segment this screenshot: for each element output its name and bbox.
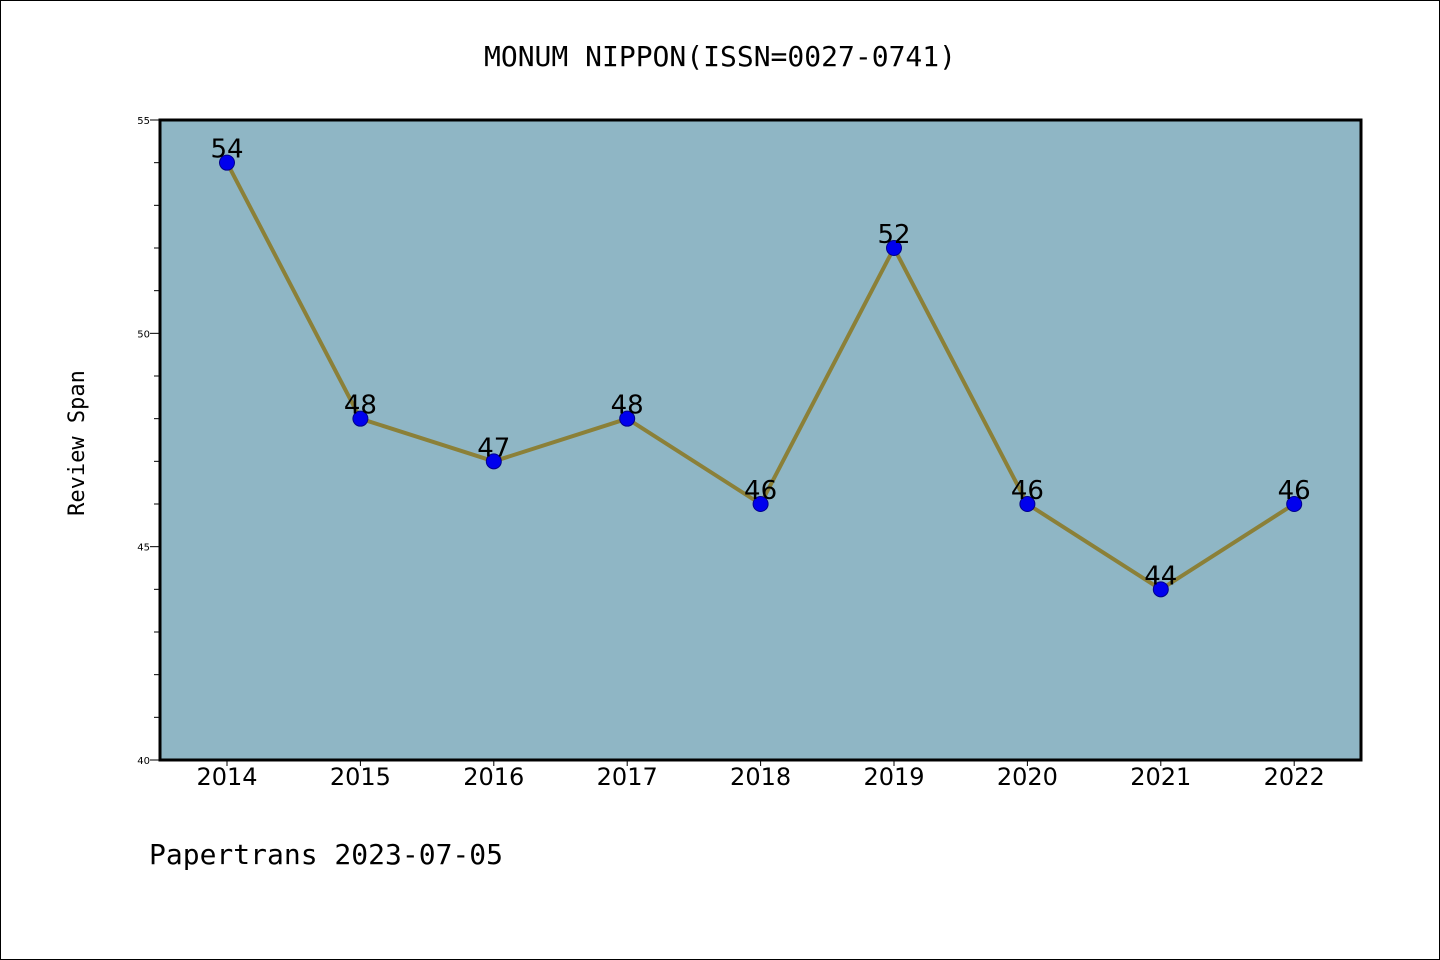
- data-point: [1286, 496, 1303, 512]
- y-tick-label: 45: [137, 543, 150, 554]
- x-tick-label: 2017: [597, 763, 658, 791]
- data-label: 46: [1278, 476, 1311, 506]
- data-point: [1019, 496, 1036, 512]
- data-point: [219, 154, 235, 171]
- x-tick-label: 2021: [1130, 763, 1191, 791]
- y-axis: 40 45 50 55: [137, 116, 160, 767]
- y-tick-label: 40: [137, 756, 150, 767]
- x-tick-label: 2014: [196, 763, 257, 791]
- y-tick-label: 50: [137, 329, 150, 340]
- x-tick-label: 2018: [730, 763, 791, 791]
- x-tick-label: 2016: [463, 763, 524, 791]
- data-label: 46: [744, 476, 777, 506]
- data-point: [886, 240, 902, 256]
- chart-title: MONUM NIPPON(ISSN=0027-0741): [484, 40, 956, 73]
- data-label: 54: [210, 135, 243, 165]
- data-point: [752, 496, 769, 512]
- data-label: 46: [1011, 476, 1044, 506]
- plot-border: [158, 118, 1363, 762]
- data-label: 48: [611, 391, 644, 421]
- data-label: 44: [1144, 561, 1177, 591]
- data-label: 52: [877, 220, 910, 250]
- data-point: [352, 410, 369, 427]
- data-point: [619, 410, 636, 427]
- x-tick-label: 2020: [997, 763, 1058, 791]
- y-axis-label: Review Span: [65, 370, 90, 516]
- y-tick-label: 55: [137, 116, 150, 127]
- data-point: [485, 453, 502, 470]
- footer-text: Papertrans 2023-07-05: [149, 838, 503, 871]
- data-labels: 54 48 47 48 46 52 46 44 46: [210, 135, 1310, 592]
- data-label: 48: [344, 391, 377, 421]
- data-label: 47: [477, 433, 510, 463]
- x-tick-label: 2019: [863, 763, 924, 791]
- x-tick-label: 2022: [1264, 763, 1325, 791]
- x-axis: 2014 2015 2016 2017 2018 2019 2020 2021 2022: [196, 760, 1325, 791]
- x-tick-label: 2015: [330, 763, 391, 791]
- plot-area: [160, 120, 1361, 760]
- data-markers: [219, 154, 1303, 598]
- data-point: [1152, 581, 1169, 598]
